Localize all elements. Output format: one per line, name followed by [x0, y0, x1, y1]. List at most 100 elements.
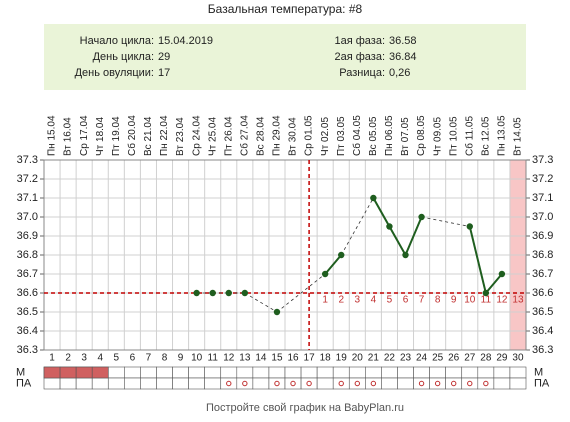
- row-cell: [332, 377, 350, 390]
- day-label: 29: [496, 353, 508, 364]
- day-label: 14: [255, 353, 267, 364]
- pa-mark: [290, 380, 296, 387]
- row-cell: [300, 366, 318, 379]
- row-cell: [140, 377, 157, 390]
- temperature-point: [241, 289, 249, 297]
- temperature-point: [482, 289, 490, 297]
- day-label: 6: [130, 353, 136, 364]
- day-label: 20: [352, 353, 364, 364]
- date-label: Вс 28.04: [256, 116, 267, 156]
- footer: Постройте свой график на BabyPlan.ru: [206, 402, 404, 414]
- date-label: Сб 11.05: [463, 116, 475, 156]
- row-cell: [477, 366, 495, 379]
- y-tick-label: 36.7: [17, 268, 38, 280]
- row-label: М: [16, 366, 25, 378]
- row-cell: [316, 366, 334, 379]
- temperature-point: [386, 223, 393, 230]
- date-label: Вт 30.04: [288, 117, 299, 156]
- row-cell: [348, 366, 366, 379]
- row-cell: [236, 366, 254, 379]
- pa-mark: [242, 380, 248, 387]
- y-tick-label: 36.9: [17, 230, 38, 242]
- y-tick-label: 36.5: [532, 306, 553, 318]
- y-tick-label: 37.0: [17, 211, 38, 223]
- row-cell: [509, 366, 527, 379]
- y-tick-label: 37.1: [532, 192, 553, 204]
- date-label: Пн 15.04: [47, 115, 58, 156]
- info-value: 36.58: [389, 35, 417, 47]
- row-cell: [220, 377, 238, 390]
- phase-day-label: 3: [355, 295, 361, 306]
- day-label: 9: [178, 353, 184, 364]
- temperature-point: [402, 251, 409, 259]
- day-label: 8: [162, 353, 168, 364]
- date-label: Пн 06.05: [384, 115, 395, 156]
- date-label: Чт 02.05: [320, 117, 331, 156]
- info-value: 15.04.2019: [158, 35, 213, 47]
- phase-day-label: 13: [512, 295, 524, 306]
- row-cell: [284, 366, 302, 379]
- info-value: 29: [158, 51, 170, 63]
- row-cell: [220, 366, 238, 379]
- temperature-point: [370, 194, 377, 202]
- row-cell: [413, 377, 430, 390]
- info-label: Начало цикла:: [80, 35, 154, 47]
- row-cell: [236, 377, 254, 390]
- row-cell: [365, 366, 382, 379]
- phase-day-label: 10: [464, 295, 476, 306]
- day-label: 27: [464, 353, 476, 364]
- row-cell: [300, 377, 318, 390]
- temperature-point: [498, 270, 506, 278]
- date-label: Сб 20.04: [126, 115, 138, 156]
- pa-mark: [274, 380, 280, 387]
- row-cell: [461, 377, 479, 390]
- row-label: М: [534, 366, 543, 378]
- phase-day-label: 11: [481, 295, 492, 306]
- row-cell: [477, 377, 495, 390]
- row-cell: [252, 377, 270, 390]
- date-label: Пт 26.04: [223, 116, 234, 156]
- day-label: 22: [384, 353, 396, 364]
- day-label: 23: [400, 353, 412, 364]
- info-value: 0,26: [389, 67, 410, 79]
- y-tick-label: 36.3: [532, 344, 553, 356]
- menstruation-cell: [59, 366, 77, 379]
- pa-mark: [467, 380, 473, 387]
- day-label: 13: [239, 353, 251, 364]
- info-label: День овуляции:: [75, 67, 154, 79]
- row-cell: [461, 366, 479, 379]
- temperature-segment: [372, 197, 391, 227]
- chart-title: Базальная температура: #8: [208, 2, 363, 16]
- info-label: День цикла:: [93, 51, 154, 63]
- phase-day-label: 6: [403, 295, 409, 306]
- row-cell: [429, 366, 446, 379]
- date-label: Вт 07.05: [400, 117, 411, 156]
- date-label: Пн 22.04: [159, 115, 170, 156]
- date-label: Пт 10.05: [448, 116, 459, 156]
- day-label: 30: [512, 353, 524, 364]
- row-cell: [268, 377, 286, 390]
- phase-day-label: 2: [338, 295, 344, 306]
- day-label: 3: [81, 353, 87, 364]
- y-tick-label: 37.3: [17, 154, 38, 166]
- row-cell: [156, 377, 173, 390]
- y-tick-label: 37.3: [532, 154, 553, 166]
- day-label: 2: [65, 353, 71, 364]
- row-cell: [75, 377, 93, 390]
- temperature-segment: [388, 226, 407, 256]
- info-label: 2ая фаза:: [334, 51, 385, 63]
- info-label: 1ая фаза:: [334, 35, 385, 47]
- pa-mark: [370, 380, 377, 387]
- date-label: Вс 05.05: [368, 116, 379, 156]
- date-label: Пн 13.05: [497, 115, 508, 156]
- phase-day-label: 7: [419, 295, 425, 306]
- row-cell: [124, 377, 141, 390]
- pa-mark: [354, 380, 360, 387]
- plot-border: [43, 159, 527, 351]
- date-label: Вт 23.04: [175, 117, 186, 156]
- row-cell: [188, 366, 205, 379]
- row-cell: [413, 366, 430, 379]
- date-label: Ср 17.04: [79, 115, 90, 156]
- day-label: 5: [114, 353, 120, 364]
- row-cell: [172, 377, 189, 390]
